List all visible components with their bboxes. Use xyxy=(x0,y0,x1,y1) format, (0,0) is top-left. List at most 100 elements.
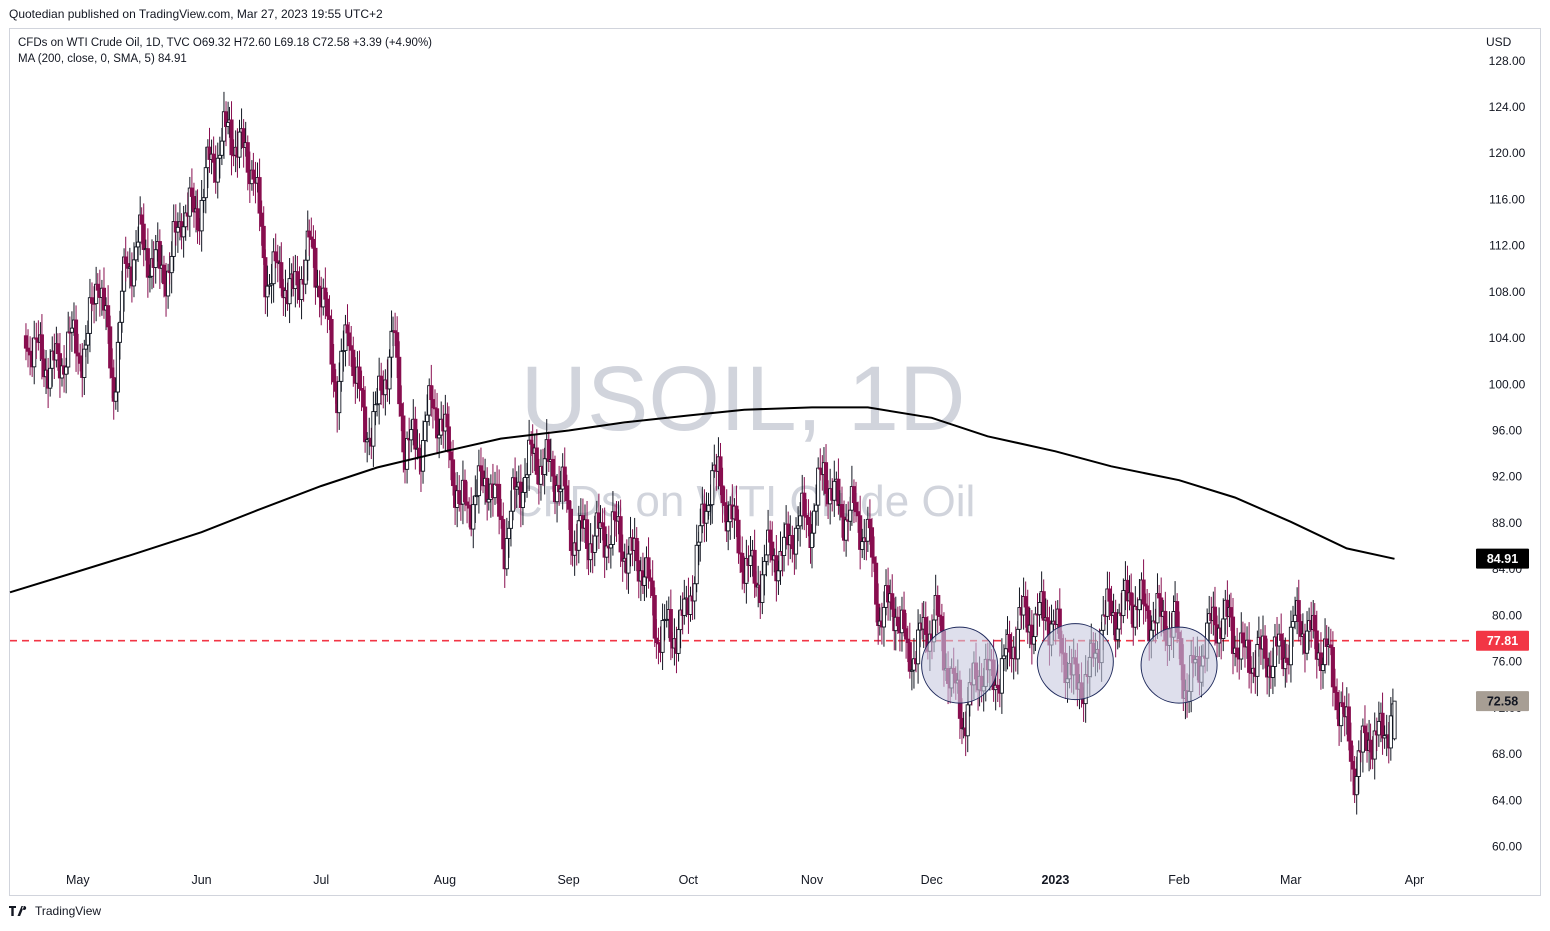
candle-body xyxy=(108,326,113,369)
candle-body xyxy=(1320,664,1326,671)
candle-body xyxy=(1332,686,1338,693)
candles xyxy=(23,91,1397,815)
candle-body xyxy=(646,557,651,579)
candle-body xyxy=(119,290,125,323)
candle-body xyxy=(95,283,100,291)
candle-body xyxy=(307,230,312,238)
legend-ma-line: MA (200, close, 0, SMA, 5) 84.91 xyxy=(18,53,187,65)
candle-body xyxy=(337,380,342,414)
candle-body xyxy=(123,256,128,264)
y-tick-label: 68.00 xyxy=(1492,747,1522,761)
candle-body xyxy=(387,356,392,390)
candle-body xyxy=(564,485,569,502)
candle-body xyxy=(69,327,74,333)
candle-body xyxy=(28,350,33,356)
candle-body xyxy=(566,500,571,510)
y-tick-label: 60.00 xyxy=(1492,840,1522,854)
candle-body xyxy=(273,251,278,262)
y-tick-label: 76.00 xyxy=(1492,655,1522,669)
y-axis: 128.00 124.00 120.00 116.00 112.00 108.00 104.… xyxy=(1489,54,1526,854)
candle-body xyxy=(740,552,745,573)
candle-body xyxy=(1137,599,1142,611)
candle-body xyxy=(429,385,434,401)
candle-body xyxy=(816,467,821,506)
candle-body xyxy=(923,617,928,635)
y-tick-label: 64.00 xyxy=(1492,793,1522,807)
candle-body xyxy=(660,620,665,653)
y-tick-label: 124.00 xyxy=(1489,100,1526,114)
candle-body xyxy=(169,255,174,274)
candle-body xyxy=(520,491,525,508)
annotation-circle xyxy=(1036,623,1114,701)
candle-body xyxy=(1312,614,1317,632)
candle-body xyxy=(1230,616,1236,654)
candle-body xyxy=(809,532,815,549)
candle-body xyxy=(890,593,895,610)
candle-body xyxy=(1101,614,1106,631)
candle-body xyxy=(161,264,167,285)
candle-body xyxy=(113,391,118,402)
candle-body xyxy=(608,544,613,549)
candle-body xyxy=(654,637,659,643)
candle-body xyxy=(265,285,270,298)
candle-body xyxy=(287,278,292,305)
watermark: USOIL, 1D CFDs on WTI Crude Oil xyxy=(511,348,976,526)
candle-body xyxy=(1350,760,1356,770)
candle-body xyxy=(1293,614,1298,623)
candle-body xyxy=(856,511,861,517)
candle-body xyxy=(237,131,242,158)
candle-body xyxy=(618,516,623,553)
tradingview-logo-icon xyxy=(9,905,31,917)
candle-body xyxy=(576,520,581,551)
candle-body xyxy=(939,616,944,632)
candle-body xyxy=(64,366,69,375)
candle-body xyxy=(25,347,31,352)
candle-body xyxy=(895,616,900,627)
price-label-bg xyxy=(1476,630,1529,651)
candle-body xyxy=(1368,739,1373,753)
price-label-bg xyxy=(1476,691,1529,712)
y-tick-label: 128.00 xyxy=(1489,54,1526,68)
candle-body xyxy=(497,483,502,517)
candle-body xyxy=(1392,700,1397,740)
candle-body xyxy=(478,465,484,472)
candle-body xyxy=(692,583,697,602)
candle-body xyxy=(1240,632,1245,644)
candle-body xyxy=(317,285,322,298)
price-label-ma: 84.91 xyxy=(1487,552,1518,566)
x-tick-label: Nov xyxy=(801,873,824,887)
candle-body xyxy=(327,315,332,320)
candle-body xyxy=(1107,588,1112,602)
x-tick-label: Apr xyxy=(1405,873,1424,887)
candle-body xyxy=(157,241,162,269)
x-axis: May Jun Jul Aug Sep Oct Nov Dec 2023 Feb Mar Apr xyxy=(66,873,1424,887)
x-tick-label: Feb xyxy=(1168,873,1190,887)
candle-body xyxy=(117,321,122,343)
candle-body xyxy=(650,580,655,596)
currency-label: USD xyxy=(1486,35,1512,49)
candle-body xyxy=(89,297,95,304)
y-tick-label: 96.00 xyxy=(1492,424,1522,438)
candle-body xyxy=(1235,647,1240,658)
candle-body xyxy=(1041,591,1046,621)
candle-body xyxy=(881,606,887,628)
candle-body xyxy=(1304,630,1310,654)
candle-body xyxy=(73,319,79,354)
candle-body xyxy=(600,522,605,528)
candle-body xyxy=(522,477,528,493)
candle-body xyxy=(592,535,597,553)
candle-body xyxy=(1045,617,1050,622)
candle-body xyxy=(295,271,300,286)
candle-body xyxy=(698,525,703,543)
candle-body xyxy=(257,177,262,214)
candle-body xyxy=(1288,626,1293,666)
candle-body xyxy=(1356,750,1361,777)
candle-body xyxy=(1348,740,1353,762)
footer[interactable]: TradingView xyxy=(9,904,101,918)
candle-body xyxy=(720,485,725,504)
x-tick-label: Aug xyxy=(434,873,456,887)
annotation-circle xyxy=(1140,626,1218,704)
candle-body xyxy=(760,574,765,603)
candle-body xyxy=(867,518,872,529)
